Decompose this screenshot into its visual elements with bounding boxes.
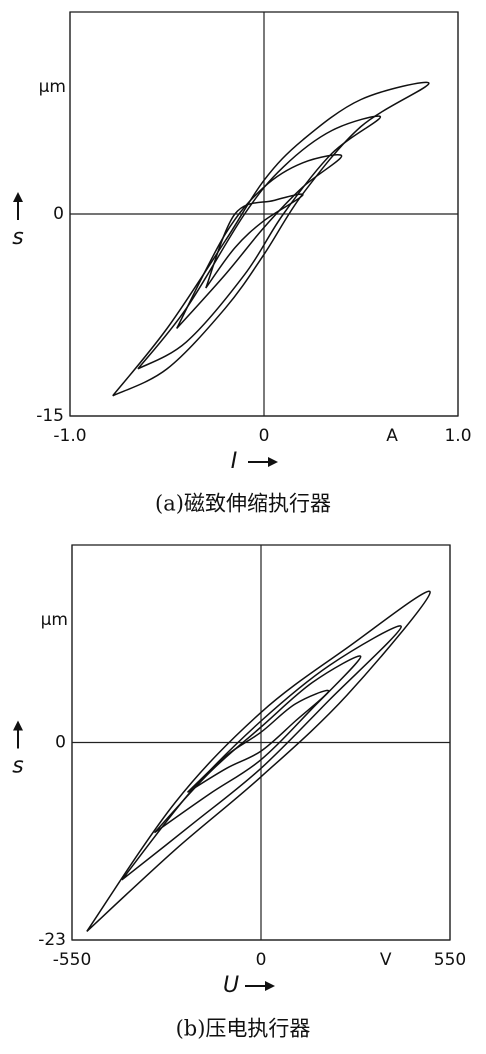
x-unit: V	[380, 950, 392, 970]
hysteresis-loop	[137, 115, 382, 370]
y-tick-label: 0	[53, 204, 64, 224]
y-tick-label: -15	[36, 406, 64, 426]
y-unit: μm	[39, 77, 66, 97]
caption: (b)压电执行器	[176, 1017, 311, 1041]
x-axis-label: U	[223, 973, 239, 998]
y-axis-label: s	[12, 754, 23, 779]
x-arrowhead	[265, 981, 275, 991]
caption: (a)磁致伸缩执行器	[155, 492, 331, 516]
hysteresis-loop	[176, 153, 343, 330]
x-tick-label: 550	[434, 950, 466, 970]
hysteresis-loop	[205, 193, 304, 289]
hysteresis-loop	[153, 655, 362, 834]
x-tick-label: 1.0	[444, 426, 471, 446]
x-tick-label: -550	[53, 950, 92, 970]
hysteresis-loop	[112, 81, 430, 397]
y-axis-label: s	[12, 225, 23, 250]
x-tick-label: 0	[256, 950, 267, 970]
x-tick-label: -1.0	[53, 426, 86, 446]
y-tick-label: 0	[55, 733, 66, 753]
hysteresis-loop	[86, 590, 431, 932]
hysteresis-loop	[186, 689, 330, 793]
x-tick-label: 0	[259, 426, 270, 446]
y-tick-label: -23	[38, 930, 66, 950]
x-unit: A	[386, 426, 398, 446]
y-unit: μm	[41, 610, 68, 630]
y-arrowhead	[13, 192, 23, 202]
x-axis-label: I	[231, 449, 238, 474]
y-arrowhead	[13, 720, 23, 731]
x-arrowhead	[268, 457, 278, 467]
